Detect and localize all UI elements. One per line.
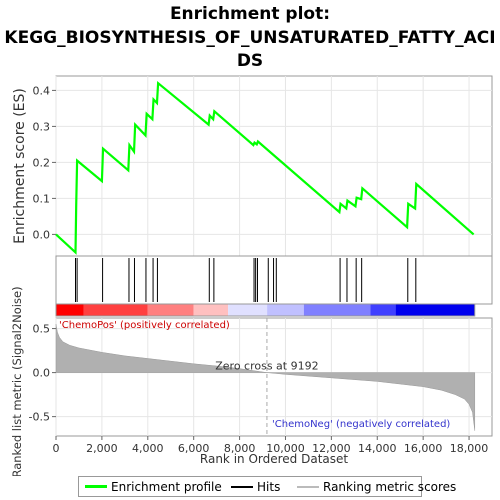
color-bar-segment <box>267 304 304 316</box>
ranking-metric-area <box>55 324 476 431</box>
pos-correlated-label: 'ChemoPos' (positively correlated) <box>59 320 230 331</box>
rank-x-tick-label: 12,000 <box>312 442 351 455</box>
rank-y-ticks: 0.5 0.0 -0.5 <box>29 323 56 424</box>
neg-correlated-label: 'ChemoNeg' (negatively correlated) <box>272 419 450 430</box>
es-y-tick-label: 0.4 <box>33 84 51 97</box>
rank-x-tick-label: 4,000 <box>132 442 164 455</box>
rank-x-tick-label: 10,000 <box>266 442 305 455</box>
color-bar-segment <box>83 304 148 316</box>
rank-x-ticks: 0 2,000 4,000 6,000 8,000 10,000 12,000 14,000 1… <box>53 436 489 455</box>
rank-y-axis-label: Ranked list metric (Signal2Noise) <box>10 286 24 476</box>
color-bar-segment <box>147 304 194 316</box>
es-panel-frame <box>55 75 493 257</box>
rank-x-tick-label: 16,000 <box>404 442 443 455</box>
rank-x-tick-label: 8,000 <box>224 442 256 455</box>
rank-x-tick-label: 6,000 <box>178 442 210 455</box>
color-bar-border <box>55 303 476 317</box>
rank-y-tick-label: 0.0 <box>33 367 51 380</box>
legend-swatch-enrichment <box>85 485 107 488</box>
legend-swatch-ranking <box>297 486 319 488</box>
rank-x-tick-label: 2,000 <box>86 442 118 455</box>
color-bar-segment <box>228 304 268 316</box>
hits-marks <box>75 258 417 302</box>
legend-hits: Hits <box>257 480 281 494</box>
es-y-ticks: 0.0 0.1 0.2 0.3 0.4 <box>33 84 56 241</box>
title-line-2: KEGG_BIOSYNTHESIS_OF_UNSATURATED_FATTY_A… <box>4 28 496 48</box>
color-bar-segment <box>370 304 396 316</box>
title-line-1: Enrichment plot: <box>169 4 331 24</box>
es-y-tick-label: 0.0 <box>33 228 51 241</box>
es-y-tick-label: 0.1 <box>33 192 51 205</box>
color-bar-segment <box>303 304 371 316</box>
color-bar-segment <box>56 304 84 316</box>
color-bar-segment <box>395 304 475 316</box>
rank-y-tick-label: -0.5 <box>29 411 50 424</box>
title-line-3: DS <box>236 51 264 71</box>
es-y-tick-label: 0.2 <box>33 156 51 169</box>
zero-cross-label: Zero cross at 9192 <box>215 360 318 373</box>
rank-x-tick-label: 14,000 <box>358 442 397 455</box>
enrichment-chart: 0.0 0.1 0.2 0.3 0.4 Enrichment score (ES) 0.… <box>10 75 493 476</box>
chart-legend: Enrichment profile Hits Ranking metric s… <box>78 476 456 497</box>
legend-ranking-metric-scores: Ranking metric scores <box>323 480 457 494</box>
rank-y-tick-label: 0.5 <box>33 323 51 336</box>
rank-x-tick-label: 18,000 <box>450 442 489 455</box>
es-gridlines <box>55 76 492 256</box>
es-y-axis-label: Enrichment score (ES) <box>12 88 28 244</box>
rank-color-bar <box>55 303 476 317</box>
legend-enrichment-profile: Enrichment profile <box>111 480 222 494</box>
es-y-tick-label: 0.3 <box>33 120 51 133</box>
color-bar-segment <box>193 304 229 316</box>
rank-x-tick-label: 0 <box>53 442 60 455</box>
rank-x-axis-label: Rank in Ordered Dataset <box>200 452 348 466</box>
enrichment-profile-line <box>55 80 475 255</box>
legend-swatch-hits <box>231 486 253 488</box>
